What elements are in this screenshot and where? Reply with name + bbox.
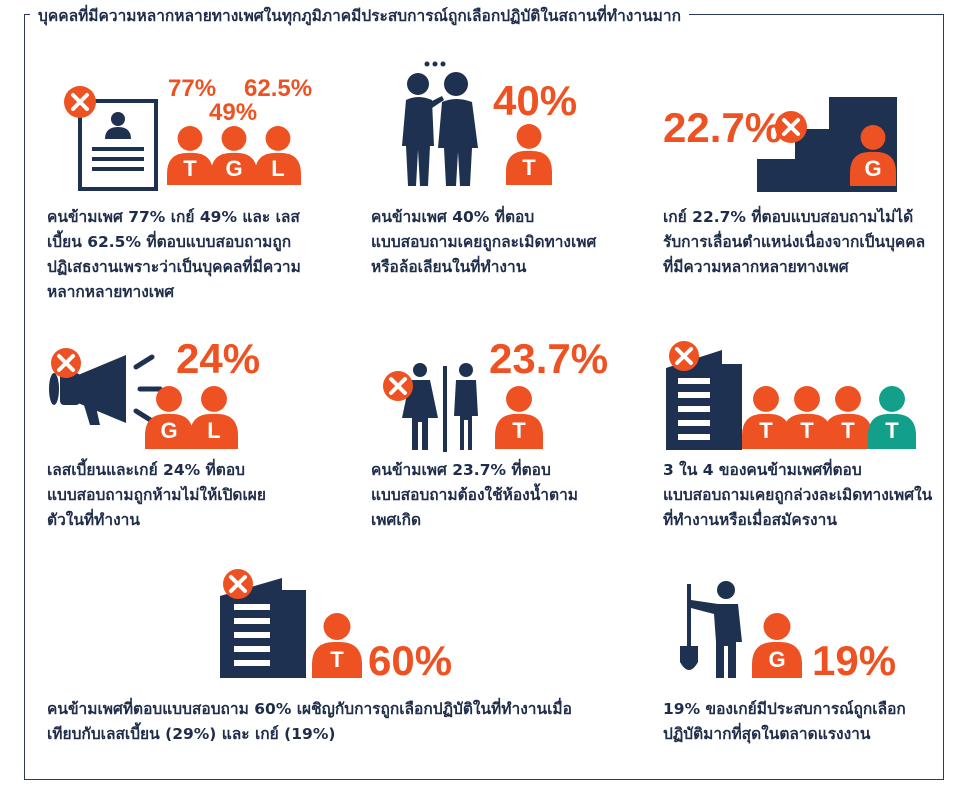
- stat-percent: 40%: [493, 77, 578, 124]
- stat-percent: 49%: [209, 99, 258, 126]
- person-letter: T: [522, 154, 536, 180]
- person-letter: T: [330, 647, 344, 672]
- person-icon: T: [868, 385, 916, 449]
- person-icon: T: [742, 385, 790, 449]
- stat-percent: 62.5%: [244, 75, 313, 102]
- stat-percent: 23.7%: [489, 335, 609, 382]
- office-building-icon: [220, 569, 306, 678]
- person-letter: T: [841, 418, 855, 444]
- person-icon: T: [824, 385, 872, 449]
- stat-description: คนข้ามเพศ 40% ที่ตอบแบบสอบถามเคยถูกละเมิ…: [371, 208, 597, 276]
- person-icon: G: [145, 385, 193, 449]
- person-icon: T: [506, 123, 552, 185]
- person-icon: T: [312, 612, 362, 678]
- person-icon: T: [495, 385, 543, 449]
- person-icon: G: [850, 124, 896, 186]
- stat-description: เกย์ 22.7% ที่ตอบแบบสอบถามไม่ได้รับการเล…: [663, 208, 926, 276]
- person-letter: L: [207, 418, 221, 444]
- office-building-icon: [666, 341, 742, 450]
- person-letter: T: [800, 418, 814, 444]
- stat-description: 19% ของเกย์มีประสบการณ์ถูกเลือกปฏิบัติมา…: [663, 700, 906, 743]
- person-icon: L: [190, 385, 238, 449]
- person-letter: T: [183, 155, 197, 181]
- stat-description: เลสเบี้ยนและเกย์ 24% ที่ตอบแบบสอบถามถูกห…: [47, 461, 266, 529]
- person-icon: G: [752, 612, 802, 678]
- stat-description: 3 ใน 4 ของคนข้ามเพศที่ตอบแบบสอบถามเคยถูก…: [663, 461, 933, 529]
- resume-rejected-icon: [64, 86, 158, 191]
- worker-shovel-icon: [680, 581, 742, 678]
- person-letter: T: [512, 418, 526, 444]
- stat-percent: 77%: [168, 75, 217, 102]
- stat-description: คนข้ามเพศ 23.7% ที่ตอบแบบสอบถามต้องใช้ห้…: [371, 461, 578, 529]
- stat-percent: 19%: [812, 637, 897, 684]
- person-icon: T: [783, 385, 831, 449]
- person-letter: G: [160, 418, 178, 444]
- restroom-icon: [383, 363, 478, 452]
- whispering-people-icon: [402, 61, 478, 186]
- person-letter: T: [885, 418, 899, 444]
- stat-percent: 60%: [368, 637, 453, 684]
- person-letter: L: [271, 155, 285, 181]
- stat-description: คนข้ามเพศ 77% เกย์ 49% และ เลสเบี้ยน 62.…: [47, 208, 301, 301]
- person-letter: G: [768, 647, 786, 672]
- stat-percent: 24%: [176, 335, 261, 382]
- muted-megaphone-icon: [49, 348, 163, 425]
- stat-percent: 22.7%: [663, 104, 783, 151]
- person-icon: T: [167, 125, 213, 185]
- person-letter: G: [225, 155, 243, 181]
- person-icon: G: [211, 125, 257, 185]
- person-letter: T: [759, 418, 773, 444]
- page-title: บุคคลที่มีความหลากหลายทางเพศในทุกภูมิภาค…: [30, 3, 689, 28]
- person-icon: L: [255, 125, 301, 185]
- person-letter: G: [864, 155, 882, 181]
- stat-description: คนข้ามเพศที่ตอบแบบสอบถาม 60% เผชิญกับการ…: [47, 700, 572, 743]
